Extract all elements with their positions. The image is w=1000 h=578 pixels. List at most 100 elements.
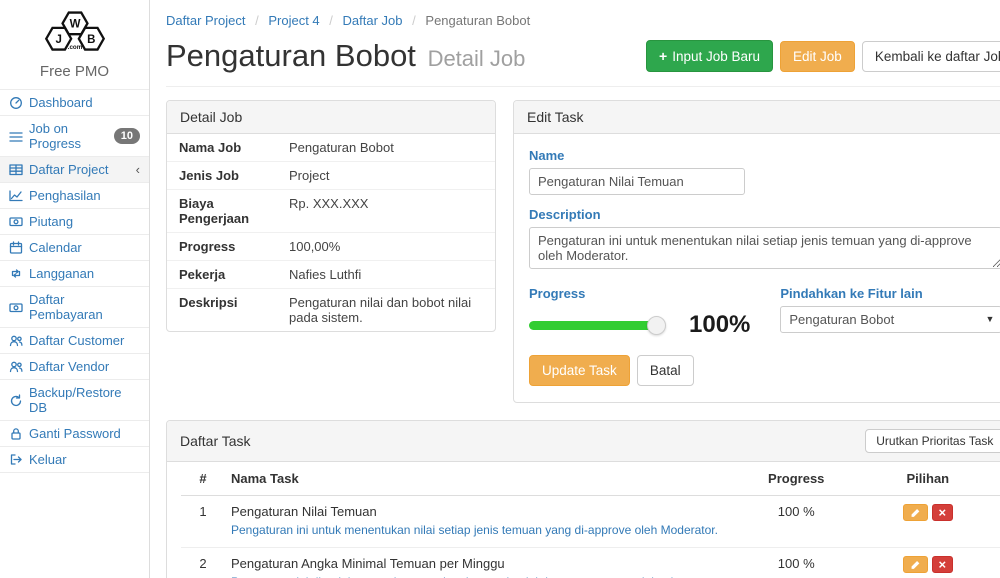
task-progress: 100 %	[740, 495, 853, 549]
task-name-input[interactable]	[529, 168, 745, 195]
table-icon	[9, 163, 23, 176]
urutkan-prioritas-task-button[interactable]: Urutkan Prioritas Task	[865, 429, 1000, 453]
sidebar-item-langganan[interactable]: Langganan	[0, 260, 149, 286]
move-feature-select[interactable]: Pengaturan Bobot	[780, 306, 1000, 333]
sidebar-item-penghasilan[interactable]: Penghasilan	[0, 182, 149, 208]
page-header: Pengaturan Bobot Detail Job + Input Job …	[166, 38, 1000, 87]
breadcrumb-separator: /	[412, 13, 416, 28]
breadcrumb-separator: /	[255, 13, 259, 28]
task-name: Pengaturan Angka Minimal Temuan per Ming…	[231, 556, 505, 572]
sidebar-item-label: Piutang	[29, 214, 74, 229]
sidebar-item-label: Daftar Project	[29, 162, 109, 177]
sidebar: W J B .com Free PMO Dashboard Job on Pro…	[0, 0, 150, 578]
sidebar-item-label: Dashboard	[29, 95, 93, 110]
progress-slider[interactable]	[529, 315, 666, 335]
task-name: Pengaturan Nilai Temuan	[231, 504, 377, 519]
edit-task-row-button[interactable]	[902, 504, 928, 521]
page-subtitle: Detail Job	[427, 46, 526, 71]
task-progress: 100 %	[740, 547, 853, 578]
detail-row: Jenis Job Project	[167, 162, 495, 190]
line-chart-icon	[9, 189, 23, 202]
close-icon: ×	[938, 557, 947, 573]
sidebar-item-label: Job on Progress	[29, 121, 82, 151]
sidebar-item-label: Keluar	[29, 452, 67, 467]
input-job-baru-button[interactable]: + Input Job Baru	[646, 40, 774, 72]
task-description-textarea[interactable]: Pengaturan ini untuk menentukan nilai se…	[529, 227, 1000, 269]
sidebar-item-label: Daftar Customer	[29, 333, 125, 348]
logo-com-text: .com	[67, 44, 82, 51]
breadcrumb: Daftar Project / Project 4 / Daftar Job …	[166, 13, 1000, 28]
sidebar-item-dashboard[interactable]: Dashboard	[0, 89, 149, 115]
progress-value: 100%	[689, 311, 751, 338]
svg-text:B: B	[87, 34, 95, 46]
kembali-ke-daftar-job-button[interactable]: Kembali ke daftar Job	[861, 40, 1000, 72]
col-pilihan: Pilihan	[852, 462, 1000, 496]
breadcrumb-daftar-project[interactable]: Daftar Project	[166, 13, 246, 28]
sidebar-item-daftar-customer[interactable]: Daftar Customer	[0, 327, 149, 353]
task-table-header-row: # Nama Task Progress Pilihan	[181, 462, 1000, 496]
main-content: Daftar Project / Project 4 / Daftar Job …	[150, 0, 1000, 578]
edit-task-row-button[interactable]	[902, 556, 928, 574]
tasks-icon	[9, 130, 23, 143]
description-label: Description	[529, 207, 601, 222]
sidebar-item-daftar-pembayaran[interactable]: Daftar Pembayaran	[0, 286, 149, 327]
page-title: Pengaturan Bobot	[166, 38, 416, 73]
plus-icon: +	[659, 48, 668, 64]
progress-label: Progress	[529, 286, 586, 301]
delete-task-row-button[interactable]: ×	[931, 504, 954, 521]
sidebar-item-label: Daftar Pembayaran	[29, 292, 103, 322]
sidebar-item-label: Calendar	[29, 240, 82, 255]
task-table: # Nama Task Progress Pilihan 1 Pengatura…	[181, 462, 1000, 578]
sidebar-item-label: Daftar Vendor	[29, 359, 110, 374]
sidebar-item-calendar[interactable]: Calendar	[0, 234, 149, 260]
edit-task-panel: Edit Task Name Description Pengaturan in…	[513, 100, 1000, 403]
task-description: Pengaturan ini untuk menentukan nilai se…	[231, 523, 718, 537]
edit-job-button[interactable]: Edit Job	[780, 40, 855, 72]
sidebar-item-daftar-vendor[interactable]: Daftar Vendor	[0, 353, 149, 379]
task-row: 1 Pengaturan Nilai Temuan Pengaturan ini…	[181, 495, 1000, 549]
money-icon	[9, 215, 23, 228]
daftar-task-panel: Daftar Task Urutkan Prioritas Task # Nam…	[166, 420, 1000, 578]
chevron-left-icon: ‹	[135, 161, 140, 177]
users-icon	[9, 334, 23, 347]
breadcrumb-current: Pengaturan Bobot	[425, 13, 531, 28]
detail-row: Pekerja Nafies Luthfi	[167, 261, 495, 289]
sidebar-item-daftar-project[interactable]: Daftar Project ‹	[0, 156, 149, 182]
edit-icon	[911, 509, 919, 517]
sidebar-nav: Dashboard Job on Progress 10 Daftar Proj…	[0, 89, 149, 473]
sidebar-item-backup-restore-db[interactable]: Backup/Restore DB	[0, 379, 149, 420]
detail-job-table: Nama Job Pengaturan Bobot Jenis Job Proj…	[167, 134, 495, 331]
dashboard-icon	[9, 96, 23, 109]
money-icon	[9, 301, 23, 314]
daftar-task-panel-title: Daftar Task	[180, 433, 251, 449]
svg-text:J: J	[55, 34, 61, 46]
calendar-icon	[9, 241, 23, 254]
delete-task-row-button[interactable]: ×	[931, 556, 954, 574]
sign-out-icon	[9, 453, 23, 466]
task-description: Pengaturan ini diperlukan untuk menetuka…	[231, 574, 734, 578]
sidebar-item-job-on-progress[interactable]: Job on Progress 10	[0, 115, 149, 156]
close-icon: ×	[938, 505, 947, 520]
edit-task-panel-title: Edit Task	[514, 101, 1000, 134]
detail-row: Progress 100,00%	[167, 233, 495, 261]
detail-row: Nama Job Pengaturan Bobot	[167, 134, 495, 162]
sidebar-item-piutang[interactable]: Piutang	[0, 208, 149, 234]
sidebar-item-ganti-password[interactable]: Ganti Password	[0, 420, 149, 446]
col-progress: Progress	[740, 462, 853, 496]
logo: W J B .com Free PMO	[0, 0, 149, 89]
logo-caption: Free PMO	[39, 63, 110, 80]
progress-slider-handle[interactable]	[647, 315, 666, 335]
job-count-badge: 10	[113, 128, 140, 144]
col-number: #	[181, 462, 225, 496]
update-task-button[interactable]: Update Task	[529, 355, 630, 386]
breadcrumb-project-4[interactable]: Project 4	[268, 13, 320, 28]
lock-icon	[9, 427, 23, 440]
breadcrumb-daftar-job[interactable]: Daftar Job	[342, 13, 403, 28]
batal-button[interactable]: Batal	[636, 355, 694, 386]
sidebar-item-keluar[interactable]: Keluar	[0, 446, 149, 472]
svg-text:W: W	[69, 19, 80, 31]
move-feature-label: Pindahkan ke Fitur lain	[780, 286, 923, 301]
task-row: 2 Pengaturan Angka Minimal Temuan per Mi…	[181, 547, 1000, 578]
detail-job-panel-title: Detail Job	[167, 101, 495, 134]
